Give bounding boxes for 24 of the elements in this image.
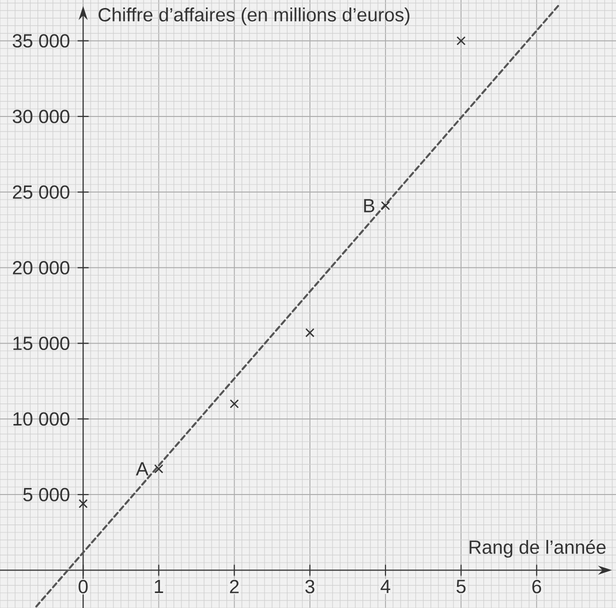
x-tick-label: 4 bbox=[380, 580, 390, 593]
y-tick-label: 30 000 bbox=[12, 110, 70, 124]
x-axis-title: Rang de l’année bbox=[470, 540, 606, 558]
annotation: A bbox=[136, 462, 148, 476]
point bbox=[78, 499, 88, 508]
y-tick-label: 20 000 bbox=[12, 260, 70, 274]
point bbox=[305, 328, 314, 338]
x-tick-label: 0 bbox=[78, 580, 88, 594]
y-tick-label: 10 000 bbox=[13, 412, 70, 426]
x-tick-label: 1 bbox=[154, 580, 164, 593]
x-tick-label: 3 bbox=[305, 580, 314, 594]
x-tick-label: 2 bbox=[230, 580, 239, 594]
point bbox=[230, 399, 239, 408]
y-tick-label: 5 000 bbox=[23, 488, 70, 502]
y-axis-title: Chiffre d’affaires (en millions d’euros) bbox=[98, 8, 410, 26]
annotation: B bbox=[364, 199, 374, 212]
point bbox=[380, 201, 390, 210]
point bbox=[456, 36, 466, 46]
x-tick-label: 6 bbox=[532, 580, 542, 594]
point bbox=[154, 464, 164, 474]
x-tick-label: 5 bbox=[456, 580, 466, 594]
y-tick-label: 25 000 bbox=[12, 185, 70, 199]
y-tick-label: 35 000 bbox=[12, 34, 70, 48]
y-tick-label: 15 000 bbox=[13, 336, 70, 350]
